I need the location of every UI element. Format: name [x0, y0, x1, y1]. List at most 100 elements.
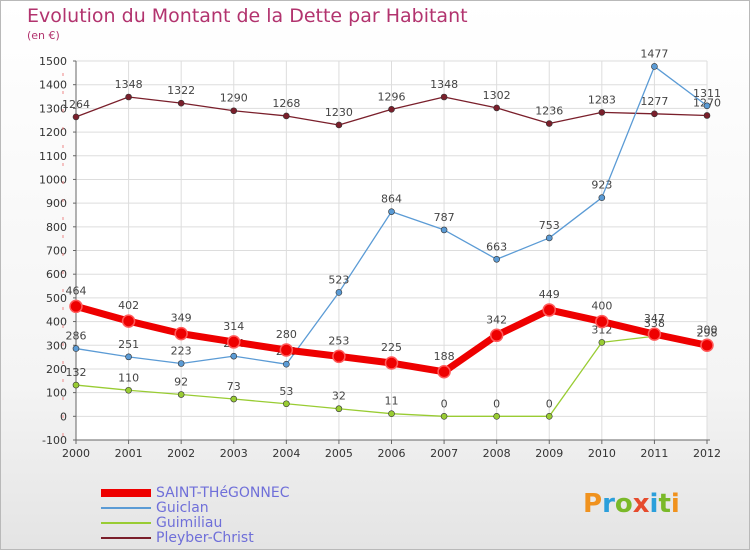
data-point: [177, 391, 185, 398]
data-point: [227, 335, 241, 349]
data-label: 32: [332, 390, 346, 403]
data-point: [598, 339, 606, 346]
data-point: [174, 326, 188, 341]
data-label: 225: [381, 341, 402, 354]
x-tick-label: 2001: [115, 447, 143, 460]
data-label: 787: [434, 211, 455, 224]
x-tick-label: 2010: [588, 447, 616, 460]
data-label: 312: [591, 323, 612, 336]
x-tick-label: 2009: [535, 447, 563, 460]
data-label: 223: [171, 344, 192, 357]
data-label: 753: [539, 219, 560, 232]
data-point: [388, 410, 395, 418]
data-label: 188: [434, 350, 455, 363]
data-point: [489, 328, 504, 343]
data-point: [388, 106, 395, 113]
y-tick-label: 1500: [39, 55, 67, 68]
chart-title: Evolution du Montant de la Dette par Hab…: [27, 5, 468, 27]
data-label: 1268: [272, 97, 300, 110]
data-point: [595, 314, 609, 329]
data-label: 1236: [535, 105, 563, 118]
x-tick-label: 2007: [430, 447, 458, 460]
logo-letter: t: [658, 489, 671, 519]
x-tick-label: 2003: [220, 447, 248, 460]
x-tick-label: 2000: [62, 447, 90, 460]
data-point: [283, 400, 290, 408]
data-point: [700, 338, 714, 352]
data-label: 347: [644, 312, 665, 325]
y-tick-label: 600: [46, 268, 67, 281]
data-point: [230, 395, 238, 403]
x-tick-label: 2012: [693, 447, 721, 460]
data-label: 92: [174, 376, 188, 389]
data-label: 110: [118, 371, 139, 384]
data-point: [335, 289, 343, 296]
data-label: 338: [644, 317, 665, 330]
data-label: 132: [66, 366, 87, 379]
data-point: [440, 93, 448, 101]
data-label: 1302: [483, 89, 511, 102]
logo-letter: i: [670, 489, 680, 519]
data-label: 0: [493, 397, 500, 410]
y-tick-label: 1100: [39, 150, 67, 163]
data-label: 73: [227, 380, 241, 393]
x-tick-label: 2002: [167, 447, 195, 460]
data-point: [279, 343, 294, 357]
proxiti-logo: Proxiti: [583, 489, 680, 519]
data-label: 280: [276, 328, 297, 341]
data-label: 1348: [430, 78, 458, 91]
data-point: [703, 102, 711, 110]
data-point: [651, 63, 658, 70]
legend-swatch: [101, 507, 151, 509]
data-point: [440, 413, 448, 420]
legend-swatch: [101, 537, 151, 539]
data-label: 663: [486, 240, 507, 253]
data-point: [384, 356, 399, 370]
y-tick-label: 500: [46, 292, 67, 305]
data-point: [230, 352, 238, 360]
logo-letter: i: [649, 489, 659, 519]
data-label: 314: [223, 320, 244, 333]
logo-letter: r: [602, 489, 615, 519]
data-point: [125, 386, 132, 394]
legend-swatch: [101, 489, 151, 497]
x-tick-label: 2005: [325, 447, 353, 460]
data-label: 0: [441, 397, 448, 410]
data-label: 449: [539, 288, 560, 301]
data-label: 1348: [115, 78, 143, 91]
logo-letter: P: [583, 489, 603, 519]
data-label: 1477: [640, 47, 668, 60]
data-label: 251: [118, 338, 139, 351]
chart-subtitle: (en €): [27, 29, 60, 42]
data-label: 1322: [167, 84, 195, 97]
data-label: 1230: [325, 106, 353, 119]
data-label: 1290: [220, 92, 248, 105]
data-point: [72, 381, 80, 389]
y-tick-label: 300: [46, 339, 67, 352]
data-point: [493, 413, 500, 420]
data-point: [598, 194, 606, 201]
data-point: [545, 120, 553, 127]
y-tick-label: 700: [46, 245, 67, 258]
data-point: [493, 104, 500, 112]
y-tick-label: -100: [42, 434, 67, 447]
data-point: [121, 314, 136, 328]
data-label: 349: [171, 312, 192, 325]
data-point: [125, 93, 132, 101]
logo-letter: o: [614, 489, 633, 519]
data-label: 1264: [62, 98, 90, 111]
data-label: 923: [591, 179, 612, 192]
y-tick-label: 100: [46, 387, 67, 400]
data-point: [283, 112, 290, 120]
data-point: [283, 360, 290, 368]
data-point: [545, 413, 553, 420]
data-label: 864: [381, 193, 402, 206]
data-point: [651, 110, 658, 118]
data-point: [177, 360, 185, 367]
y-tick-label: 1400: [39, 79, 67, 92]
data-label: 53: [279, 385, 293, 398]
y-tick-label: 400: [46, 316, 67, 329]
data-label: 1277: [640, 95, 668, 108]
